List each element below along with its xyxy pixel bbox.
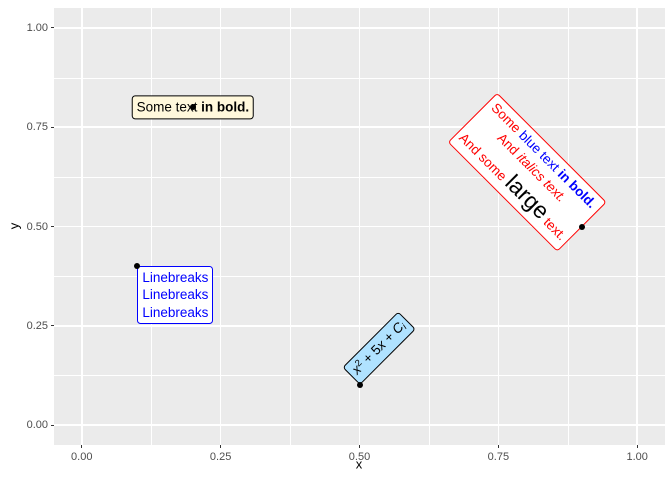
data-point (578, 223, 585, 230)
x-tick-mark (359, 445, 360, 448)
major-gridline-horizontal (54, 325, 665, 327)
data-point (189, 104, 196, 111)
x-tick-mark (497, 445, 499, 448)
x-tick-label: 0.50 (348, 451, 371, 463)
richtext-line: Linebreaks (142, 304, 208, 321)
y-tick-mark (51, 226, 54, 227)
richtext-label: Linebreaks Linebreaks Linebreaks (137, 266, 214, 325)
y-tick-label: 1.00 (26, 21, 48, 34)
richtext-segment: Some text (136, 99, 202, 115)
y-tick-label: 0.50 (26, 220, 48, 233)
richtext-segment: Linebreaks (142, 304, 209, 320)
x-axis-title: x (355, 456, 363, 472)
richtext-line: Linebreaks (142, 286, 208, 303)
richtext-segment: Linebreaks (142, 270, 209, 286)
y-tick-mark (51, 27, 54, 29)
x-tick-label: 0.00 (71, 451, 93, 463)
y-tick-mark (51, 126, 54, 128)
x-tick-mark (81, 445, 83, 448)
y-axis-title: y (6, 222, 22, 230)
x-tick-label: 0.25 (209, 451, 232, 463)
major-gridline-horizontal (54, 424, 665, 426)
y-tick-label: 0.00 (26, 419, 48, 432)
major-gridline-horizontal (54, 27, 665, 29)
richtext-segment: in bold. (201, 99, 250, 115)
data-point (134, 263, 141, 270)
major-gridline-horizontal (54, 225, 665, 228)
y-tick-label: 0.75 (26, 121, 48, 134)
x-tick-mark (636, 445, 638, 448)
richtext-segment: Linebreaks (142, 287, 209, 303)
major-gridline-horizontal (54, 126, 665, 128)
x-tick-label: 0.75 (487, 451, 510, 463)
y-tick-mark (51, 325, 54, 327)
y-tick-label: 0.25 (26, 319, 48, 332)
x-tick-mark (220, 445, 222, 448)
data-point (356, 382, 363, 389)
y-tick-mark (51, 424, 54, 426)
richtext-line: Some text in bold. (137, 99, 250, 116)
x-tick-label: 1.00 (626, 451, 648, 463)
richtext-line: Linebreaks (142, 269, 208, 286)
